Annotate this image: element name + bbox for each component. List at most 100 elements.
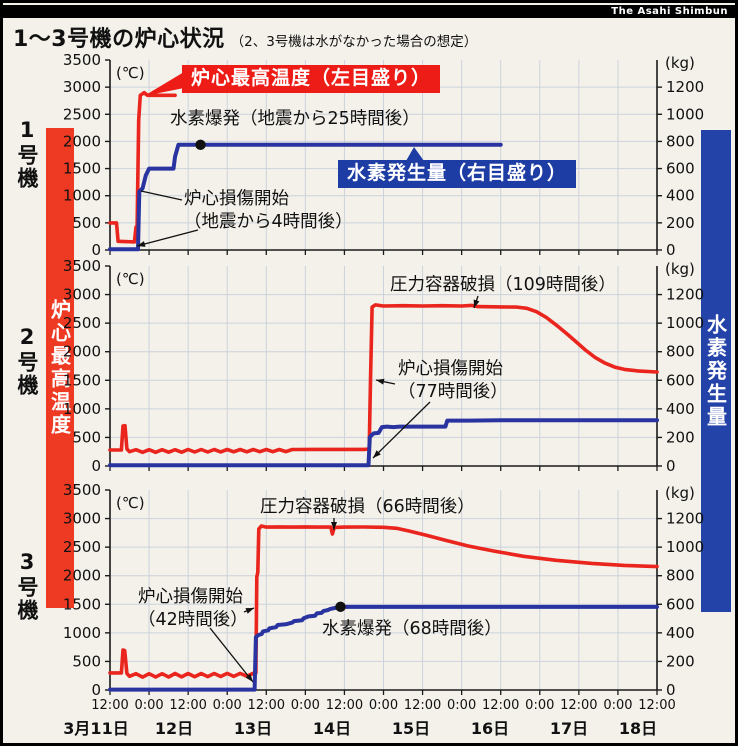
temp-tick-label: 3000 [63,78,101,96]
temp-tick-label: 2000 [63,132,101,150]
annotation-label: 炉心損傷開始 （77時間後） [398,359,508,402]
date-label: 14日 [312,719,352,738]
temp-tick-label: 500 [72,214,101,232]
temp-tick-label: 1500 [63,160,101,178]
hydrogen-line [108,418,659,468]
temp-tick-label: 1500 [63,595,101,613]
time-tick-label: 12:00 [560,698,598,713]
legend-box-blue: 水素発生量（右目盛り） [338,160,577,188]
title-bar: 1～3号機の炉心状況 （2、3号機は水がなかった場合の想定） [13,21,477,53]
time-tick-label: 0:00 [290,698,320,713]
unit2-label: 2号機 [15,325,39,397]
left-scale-bar: 炉心最高温度 [46,128,74,608]
temp-tick-label: 500 [72,652,101,670]
right-scale-bar-label: 水素発生量 [703,313,728,429]
date-label: 17日 [549,719,589,738]
temp-tick-label: 2500 [63,538,101,556]
kg-tick-label: 600 [666,371,695,389]
time-tick-label: 12:00 [638,698,676,713]
date-label: 3月11日 [63,719,129,738]
event-dot [195,139,206,151]
time-tick-label: 0:00 [212,698,242,713]
annotation-label: 炉心損傷開始 （地震から4時間後） [184,189,353,232]
kg-tick-label: 0 [666,681,676,699]
event-dot [335,601,346,613]
chart-unit2-plot: 3500 3000 2500 2000 1500 1000 500 0 1200 1000 800 6… [63,257,704,475]
legend-box-red: 炉心最高温度（左目盛り） [182,65,441,93]
hydrogen-line [108,142,503,252]
time-tick-label: 0:00 [447,698,477,713]
kg-tick-label: 1000 [666,314,704,332]
date-label: 18日 [618,719,658,738]
time-tick-label: 0:00 [525,698,555,713]
temp-tick-label: 500 [72,428,101,446]
kg-tick-label: 400 [666,400,695,418]
time-tick-label: 0:00 [134,698,164,713]
annotation-label: 水素爆発（地震から25時間後） [170,109,420,129]
temp-line [108,303,659,455]
temp-tick-label: 2000 [63,343,101,361]
kg-tick-label: 1000 [666,538,704,556]
unit3-label: 3号機 [15,550,39,622]
kg-tick-label: 600 [666,160,695,178]
temp-line [108,524,659,679]
chart-unit3-plot: 3500300025002000150010005000120010008006… [63,481,704,699]
temp-tick-label: 1000 [63,624,101,642]
y-right-unit-label: (kg) [665,54,695,72]
y-right-unit-label: (kg) [665,260,695,278]
y-left-unit-label: (℃) [116,494,145,512]
temp-tick-label: 3500 [63,481,101,499]
kg-tick-label: 1200 [666,286,704,304]
unit1-label: 1号機 [15,118,39,190]
annotation-label: 圧力容器破損（66時間後） [260,497,475,517]
chart-unit3: 3500 3000 2500 2000 1500 1000 500 0 1200 1000 800 6… [63,481,704,699]
date-label: 15日 [391,719,431,738]
temp-tick-label: 3500 [63,257,101,275]
kg-tick-label: 800 [666,132,695,150]
date-label: 12日 [154,719,194,738]
time-tick-label: 12:00 [325,698,364,713]
chart-unit2: 3500 3000 2500 2000 1500 1000 500 0 1200 1000 800 6… [63,257,704,475]
date-label: 16日 [470,719,510,738]
y-left-unit-label: (℃) [116,270,145,288]
temp-tick-label: 3000 [63,286,101,304]
chart-unit1: 3500 3000 2500 2000 1500 1000 500 0 1200 1000 800 6… [63,51,704,259]
kg-tick-label: 800 [666,567,695,585]
time-tick-label: 12:00 [91,698,129,713]
temp-tick-label: 0 [91,457,101,475]
kg-tick-label: 400 [666,624,695,642]
temp-tick-label: 0 [91,681,101,699]
temp-tick-label: 2000 [63,567,101,585]
page-title: 1～3号機の炉心状況 [13,27,225,52]
time-tick-label: 0:00 [368,698,399,713]
annotation-label: 水素爆発（68時間後） [322,619,502,639]
time-tick-label: 12:00 [247,698,286,713]
temp-tick-label: 2500 [63,105,101,123]
y-left-unit-label: (℃) [116,64,145,82]
temp-tick-label: 1500 [63,371,101,389]
annotation-label: 炉心損傷開始 （42時間後） [138,587,248,630]
kg-tick-label: 1200 [666,510,704,528]
kg-tick-label: 200 [666,652,695,670]
temp-tick-label: 3000 [63,510,101,528]
time-tick-label: 12:00 [403,698,442,713]
kg-tick-label: 600 [666,595,695,613]
annotation-label: 圧力容器破損（109時間後） [390,275,616,295]
masthead-bar: The Asahi Shimbun [0,5,738,18]
kg-tick-label: 400 [666,187,695,205]
masthead-text: The Asahi Shimbun [611,6,728,17]
kg-tick-label: 1200 [666,78,704,96]
left-scale-bar-label: 炉心最高温度 [47,299,72,437]
time-tick-label: 12:00 [169,698,207,713]
temp-tick-label: 2500 [63,314,101,332]
temp-tick-label: 0 [91,241,101,259]
right-scale-bar: 水素発生量 [701,130,731,612]
kg-tick-label: 800 [666,343,695,361]
temp-tick-label: 1000 [63,400,101,418]
temp-tick-label: 3500 [63,51,101,69]
hydrogen-line [108,604,659,692]
kg-tick-label: 0 [666,241,676,259]
time-tick-label: 0:00 [603,698,633,713]
kg-tick-label: 1000 [666,105,704,123]
